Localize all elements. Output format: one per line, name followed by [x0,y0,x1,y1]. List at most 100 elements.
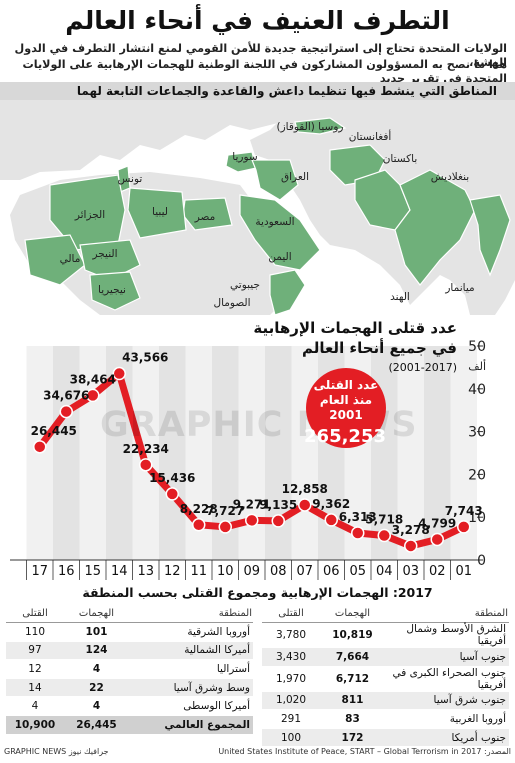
x-tick-label: 05 [349,564,366,579]
x-axis-labels: 01 02 03 04 05 06 07 08 09 10 11 12 13 14 15 16 17 [26,560,472,580]
cell-region: أستراليا [129,659,253,679]
cell-region: المجموع العالمي [129,715,253,735]
cell-deaths: 1,020 [262,691,320,711]
cell-region: جنوب آسيا [385,647,509,667]
map-label: تونس [118,173,143,185]
data-label: 7,743 [445,504,483,518]
table-row: أوروبا الغربية 83 291 [262,709,509,729]
x-tick-label: 03 [402,564,419,579]
y-tick-label: 0 [477,553,486,569]
map-label: العراق [281,171,309,183]
year-band [159,346,186,560]
cell-attacks: 26,445 [63,715,129,735]
year-band [79,346,106,560]
chart-subtitle: (2001-2017) [388,361,457,374]
map-label: النيجر [91,248,117,260]
data-point [404,539,418,553]
year-band [238,346,265,560]
y-tick-label: 30 [468,425,486,441]
badge-line-1: عدد القتلى [313,378,379,392]
source-label: المصدر: [484,747,511,756]
x-tick-label: 09 [243,564,260,579]
map-label: الهند [390,291,410,303]
credit: GRAPHIC NEWS جرافيك نيوز [4,747,109,756]
x-tick-label: 02 [429,564,446,579]
cell-region: أوروبا الغربية [385,709,509,729]
x-tick-label: 17 [31,564,48,579]
data-point [324,513,338,527]
table-row: أوروبا الشرقية 101 110 [6,622,253,642]
cell-deaths: 10,900 [6,715,64,735]
x-tick-label: 11 [190,564,207,579]
map-label: ليبيا [152,206,168,218]
table-row: أميركا الوسطى 4 4 [6,696,253,716]
map-labels: روسيا (القوقاز) أفغانستان باكستان بنغلاديش س… [60,121,475,309]
cell-attacks: 4 [63,659,129,679]
data-point [33,440,47,454]
map-label: اليمن [268,251,291,263]
x-tick-label: 07 [296,564,313,579]
cell-attacks: 172 [319,728,385,748]
cell-attacks: 811 [319,691,385,711]
year-band [265,346,292,560]
cell-region: أميركا الشمالية [129,641,253,661]
data-label: 6,313 [339,510,377,524]
table-row: وسط وشرق آسيا 22 14 [6,678,253,698]
cell-attacks: 22 [63,678,129,698]
year-band [53,346,80,560]
data-point [86,388,100,403]
region-table-right: المنطقة الهجمات القتلى الشرق الأوسط وشما… [262,604,509,748]
col-deaths: القتلى [262,604,320,623]
cell-attacks: 101 [63,622,129,642]
cell-region: الشرق الأوسط وشمال أفريقيا [385,622,509,648]
subtitle-line-1: الولايات المتحدة تحتاج إلى استراتيجية جد… [14,42,507,69]
y-tick-label: 40 [468,382,486,398]
region-saudi-yemen [239,194,321,271]
table-row: أستراليا 4 12 [6,659,253,679]
table-row: أميركا الشمالية 124 97 [6,641,253,661]
map-header-text: المناطق التي ينشط فيها تنظيما داعش والقا… [76,84,497,98]
map-label: مصر [194,211,216,223]
data-label: 26,445 [31,424,77,438]
data-point [59,404,73,419]
x-tick-label: 12 [164,564,181,579]
region-india [394,169,476,286]
map-label: بنغلاديش [431,171,469,183]
map-label: نيجيريا [98,284,126,296]
data-label: 12,858 [282,482,328,496]
cell-attacks: 10,819 [319,622,385,648]
table-total-row: المجموع العالمي 26,445 10,900 [6,715,253,735]
data-point [457,520,471,534]
source: المصدر: United States Institute of Peace… [218,747,511,756]
cell-region: أوروبا الشرقية [129,622,253,642]
data-label: 5,718 [365,513,403,527]
active-regions [24,117,511,315]
region-libya [127,187,187,239]
year-band [291,346,318,560]
cell-deaths: 12 [6,659,64,679]
map-label: جيبوتي [230,279,260,291]
data-point [271,514,285,528]
data-label: 22,234 [123,442,169,456]
data-point [298,498,312,512]
col-attacks: الهجمات [319,604,385,623]
table-row: جنوب آسيا 7,664 3,430 [262,647,509,667]
data-label: 9,135 [259,498,297,512]
subtitle-line-2: هذا ما نصح به المسؤولون المشاركون في الل… [22,58,507,85]
region-somalia [269,269,306,315]
y-tick-label: 50 [468,339,486,355]
cell-deaths: 110 [6,622,64,642]
cell-attacks: 4 [63,696,129,716]
y-axis-unit: ألف [468,359,486,373]
col-deaths: القتلى [6,604,64,623]
page-title: التطرف العنيف في أنحاء العالم [65,6,450,35]
x-tick-label: 01 [455,564,472,579]
map-label: ميانمار [444,282,474,294]
cell-region: جنوب شرق آسيا [385,691,509,711]
data-point [245,513,259,528]
cell-attacks: 6,712 [319,666,385,692]
map-label: الصومال [213,297,250,309]
cell-attacks: 124 [63,641,129,661]
